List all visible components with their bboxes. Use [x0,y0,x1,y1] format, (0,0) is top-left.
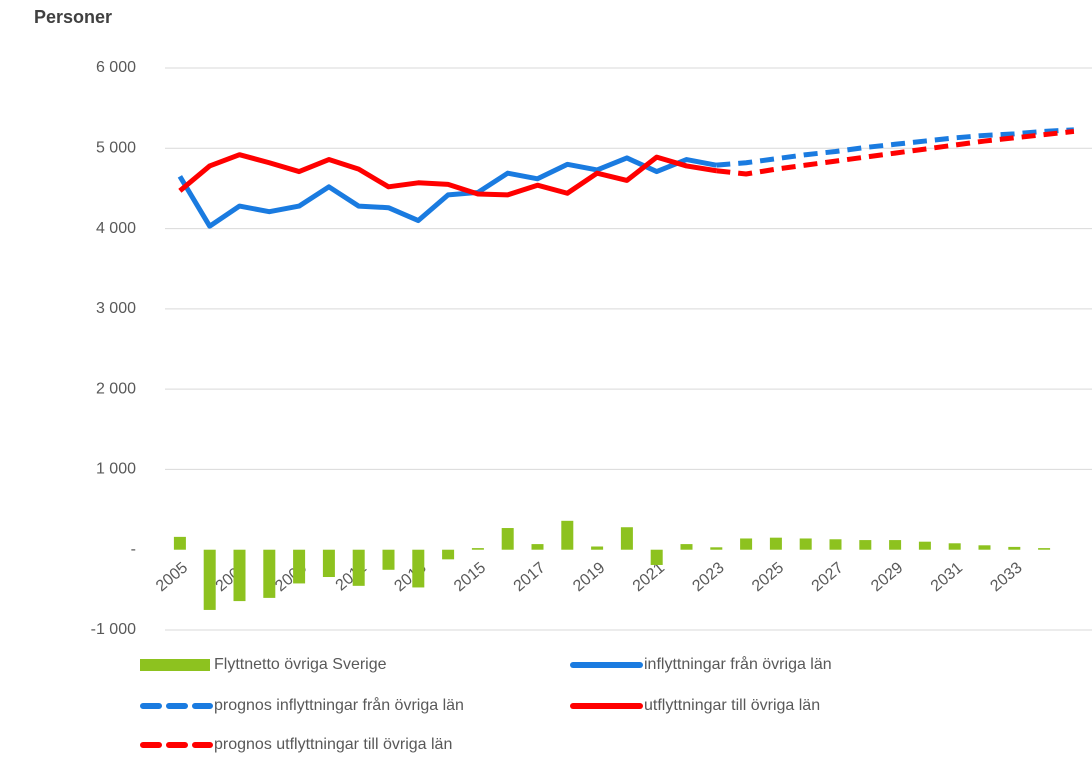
bar [978,545,991,550]
legend-label: utflyttningar till övriga län [644,697,820,714]
x-tick-label: 2019 [570,559,608,595]
bar [263,549,276,598]
bar [501,528,514,550]
bar [382,549,395,570]
legend-label: prognos utflyttningar till övriga län [214,736,452,753]
bar [650,549,663,565]
bar [918,541,931,550]
y-tick-label: 2 000 [96,380,136,397]
bar [233,549,246,602]
bar [829,539,842,550]
legend-label: prognos inflyttningar från övriga län [214,696,464,714]
y-tick-label: - [131,541,136,558]
x-tick-label: 2025 [749,559,787,595]
x-tick-label: 2005 [153,559,191,595]
x-tick-label: 2015 [451,559,489,595]
x-tick-label: 2027 [809,559,847,595]
bar [203,549,216,610]
line [177,155,717,229]
bar [680,544,693,550]
x-tick-label: 2023 [689,559,727,595]
bar [352,549,365,586]
x-tick-label: 2031 [928,559,966,595]
bar [412,549,425,588]
x-tick-label: 2017 [511,559,549,595]
legend-label: inflyttningar från övriga län [644,655,832,673]
bar [1038,548,1051,550]
bar [471,548,484,550]
bar [561,520,574,550]
legend-label: Flyttnetto övriga Sverige [214,656,387,673]
bar [442,549,455,560]
bar [591,546,604,550]
bar [293,549,306,584]
y-tick-label: 1 000 [96,461,136,478]
legend-swatch [140,659,210,671]
bar [799,538,812,550]
bar [620,527,633,550]
y-axis-title: Personer [34,7,112,27]
y-tick-label: 6 000 [96,59,136,76]
y-tick-label: 3 000 [96,300,136,317]
line [716,127,1075,168]
bar [859,540,872,550]
x-tick-label: 2029 [868,559,906,595]
line [716,128,1075,177]
bar [740,538,753,550]
bar [948,543,961,550]
y-tick-label: -1 000 [91,621,136,638]
bar [531,544,544,550]
bar [889,540,902,550]
bar [1008,546,1021,550]
bar [173,536,186,550]
bar [322,549,335,578]
bar [710,547,723,550]
x-tick-label: 2033 [987,559,1025,595]
bar [769,537,782,550]
y-tick-label: 5 000 [96,140,136,157]
y-tick-label: 4 000 [96,220,136,237]
line [178,152,717,198]
